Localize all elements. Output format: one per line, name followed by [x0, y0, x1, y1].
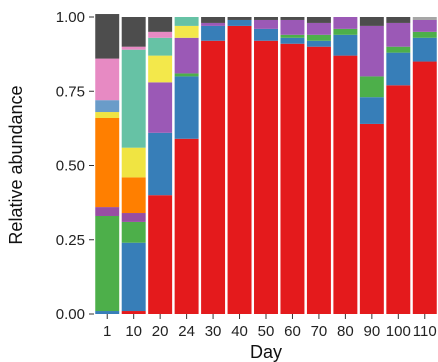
- x-tick-label-day-80: 80: [337, 323, 354, 340]
- bar-segment-day-24-series-2: [174, 76, 199, 139]
- bar-segment-day-60-series-7: [280, 19, 305, 35]
- x-tick-label-day-20: 20: [152, 323, 169, 340]
- bar-segment-day-24-series-3: [174, 73, 199, 77]
- bar-segment-day-30-series-13: [201, 17, 226, 23]
- bar-segment-day-1-series-4: [95, 207, 120, 216]
- bar-segment-day-60-series-13: [280, 17, 305, 20]
- bar-segment-day-1-series-11: [95, 58, 120, 101]
- x-tick-label-day-110: 110: [413, 323, 437, 340]
- bar-segment-day-24-series-1: [174, 138, 199, 314]
- bar-segment-day-1-series-3: [95, 215, 120, 312]
- y-axis: 0.00 0.25 0.50 0.75 1.00: [56, 9, 94, 323]
- x-tick-label-day-70: 70: [311, 323, 328, 340]
- bar-segment-day-24-series-9: [174, 17, 199, 26]
- bar-segment-day-90-series-13: [359, 17, 384, 26]
- bars-group: [95, 14, 437, 315]
- bar-segment-day-80-series-2: [333, 34, 358, 56]
- y-tick-label: 0.50: [56, 158, 85, 175]
- bar-segment-day-80-series-3: [333, 28, 358, 35]
- y-tick-label: 0.75: [56, 83, 85, 100]
- x-tick-label-day-50: 50: [258, 323, 275, 340]
- bar-segment-day-40-series-13: [227, 17, 252, 20]
- bar-segment-day-80-series-7: [333, 17, 358, 29]
- bar-segment-day-70-series-7: [306, 22, 331, 35]
- bar-segment-day-24-series-8: [174, 25, 199, 38]
- bar-segment-day-110-series-3: [412, 31, 437, 38]
- x-axis-title: Day: [250, 342, 282, 362]
- bar-segment-day-10-series-3: [121, 221, 146, 243]
- y-axis-title: Relative abundance: [6, 85, 26, 244]
- bar-segment-day-20-series-2: [148, 132, 173, 196]
- bar-segment-day-1-series-2: [95, 311, 120, 314]
- bar-segment-day-100-series-7: [386, 22, 411, 47]
- bar-segment-day-60-series-1: [280, 43, 305, 314]
- bar-segment-day-10-series-13: [121, 17, 146, 47]
- x-tick-label-day-10: 10: [125, 323, 142, 340]
- bar-segment-day-50-series-13: [254, 17, 278, 20]
- bar-segment-day-30-series-7: [201, 22, 226, 26]
- bar-segment-day-50-series-1: [254, 40, 278, 314]
- bar-segment-day-10-series-1: [121, 311, 146, 314]
- x-tick-label-day-1: 1: [103, 323, 111, 340]
- x-axis: 1 10 20 24 30 40 50 60 70 80 90 100 110: [103, 314, 437, 340]
- bar-segment-day-20-series-8: [148, 55, 173, 83]
- bar-segment-day-24-series-7: [174, 37, 199, 74]
- bar-segment-day-80-series-1: [333, 55, 358, 315]
- bar-segment-day-10-series-2: [121, 242, 146, 312]
- bar-segment-day-90-series-7: [359, 25, 384, 77]
- bar-segment-day-110-series-2: [412, 37, 437, 62]
- bar-segment-day-110-series-1: [412, 61, 437, 314]
- bar-segment-day-110-series-12: [412, 17, 437, 20]
- bar-segment-day-10-series-4: [121, 213, 146, 222]
- x-tick-label-day-90: 90: [364, 323, 381, 340]
- bar-segment-day-1-series-5: [95, 117, 120, 208]
- x-tick-label-day-60: 60: [284, 323, 301, 340]
- bar-segment-day-100-series-2: [386, 52, 411, 86]
- bar-segment-day-20-series-1: [148, 195, 173, 314]
- bar-segment-day-20-series-11: [148, 31, 173, 38]
- bar-segment-day-70-series-3: [306, 34, 331, 41]
- bar-segment-day-50-series-7: [254, 19, 278, 29]
- bar-segment-day-110-series-7: [412, 19, 437, 32]
- bar-segment-day-30-series-2: [201, 25, 226, 41]
- bar-segment-day-50-series-2: [254, 28, 278, 41]
- bar-segment-day-70-series-2: [306, 40, 331, 47]
- bar-segment-day-20-series-13: [148, 17, 173, 32]
- y-tick-label: 0.00: [56, 306, 85, 323]
- bar-segment-day-1-series-6: [95, 112, 120, 118]
- bar-segment-day-90-series-3: [359, 76, 384, 98]
- bar-segment-day-10-series-5: [121, 177, 146, 214]
- bar-segment-day-100-series-1: [386, 85, 411, 314]
- bar-segment-day-90-series-1: [359, 123, 384, 314]
- x-tick-label-day-30: 30: [205, 323, 222, 340]
- bar-segment-day-100-series-13: [386, 17, 411, 23]
- y-tick-label: 0.25: [56, 232, 85, 249]
- x-tick-label-day-100: 100: [386, 323, 411, 340]
- bar-segment-day-100-series-3: [386, 46, 411, 53]
- bar-segment-day-40-series-1: [227, 25, 252, 314]
- bar-segment-day-60-series-2: [280, 37, 305, 44]
- bar-segment-day-10-series-11: [121, 46, 146, 50]
- x-tick-label-day-24: 24: [178, 323, 195, 340]
- bar-segment-day-20-series-7: [148, 82, 173, 133]
- bar-segment-day-40-series-2: [227, 19, 252, 26]
- bar-segment-day-90-series-2: [359, 97, 384, 124]
- bar-segment-day-70-series-1: [306, 46, 331, 314]
- bar-segment-day-30-series-1: [201, 40, 226, 314]
- y-tick-label: 1.00: [56, 9, 85, 26]
- x-tick-label-day-40: 40: [231, 323, 248, 340]
- bar-segment-day-10-series-6: [121, 147, 146, 178]
- bar-segment-day-10-series-9: [121, 49, 146, 148]
- bar-segment-day-20-series-9: [148, 37, 173, 56]
- bar-segment-day-1-series-10: [95, 100, 120, 113]
- bar-segment-day-1-series-13: [95, 14, 120, 59]
- bar-segment-day-70-series-13: [306, 17, 331, 23]
- bar-segment-day-60-series-3: [280, 34, 305, 38]
